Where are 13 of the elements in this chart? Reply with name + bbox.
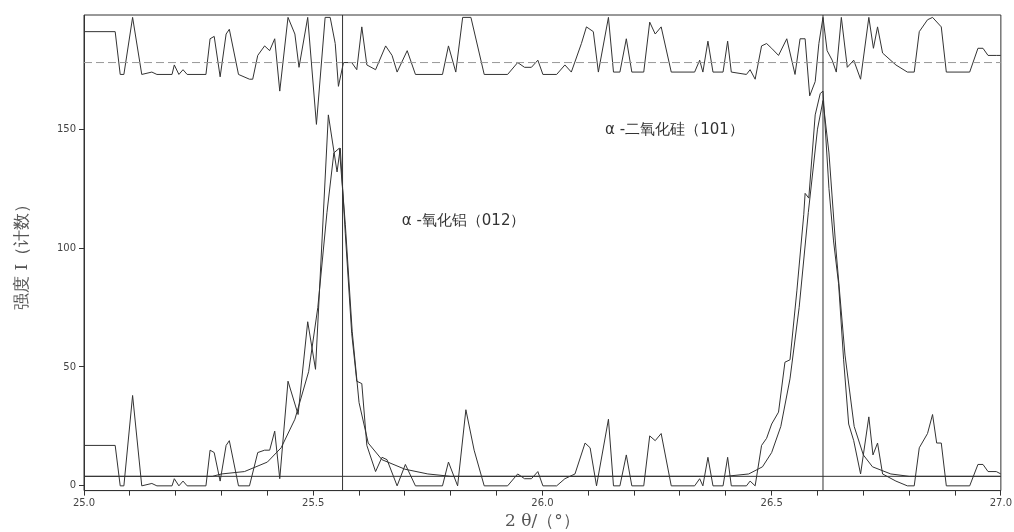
annotation: α -氧化铝（012） xyxy=(401,211,526,230)
annotation: α -二氧化硅（101） xyxy=(605,119,744,138)
x-tick-label: 25.0 xyxy=(72,497,96,509)
y-tick-label: 0 xyxy=(69,479,76,491)
x-axis-title: 2 θ/（°） xyxy=(505,510,580,531)
y-tick-label: 50 xyxy=(63,360,76,372)
y-axis-title: 强度 I（计数） xyxy=(10,195,31,310)
x-tick-label: 26.0 xyxy=(531,497,554,509)
y-tick-label: 150 xyxy=(56,122,76,134)
x-tick-label: 26.5 xyxy=(760,497,783,509)
x-tick-label: 25.5 xyxy=(302,497,325,509)
x-tick-label: 27.0 xyxy=(989,497,1012,509)
y-tick-label: 100 xyxy=(56,241,76,253)
